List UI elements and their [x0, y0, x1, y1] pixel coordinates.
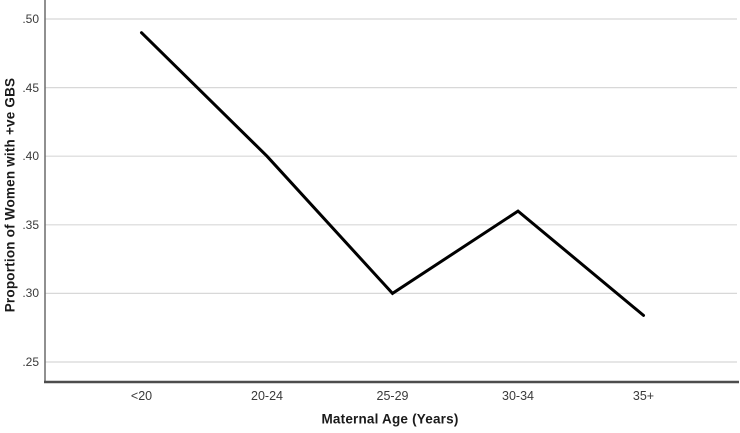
- x-tick-label: 35+: [632, 389, 655, 403]
- y-tick-label: .45: [22, 80, 39, 95]
- y-tick-label: .50: [22, 12, 39, 26]
- x-tick-label: 30-34: [502, 389, 534, 403]
- y-tick-label: .25: [22, 355, 39, 369]
- data-series-line: [140, 31, 645, 317]
- x-tick-label: 20-24: [251, 389, 283, 403]
- x-tick-label: 25-29: [376, 389, 409, 403]
- x-tick-label: <20: [130, 389, 153, 403]
- x-axis-title: Maternal Age (Years): [321, 411, 459, 427]
- y-axis-title: Proportion of Women with +ve GBS: [2, 77, 18, 313]
- y-tick-label: .30: [22, 286, 39, 301]
- y-tick-label: .40: [22, 149, 39, 164]
- y-tick-label: .35: [22, 217, 39, 232]
